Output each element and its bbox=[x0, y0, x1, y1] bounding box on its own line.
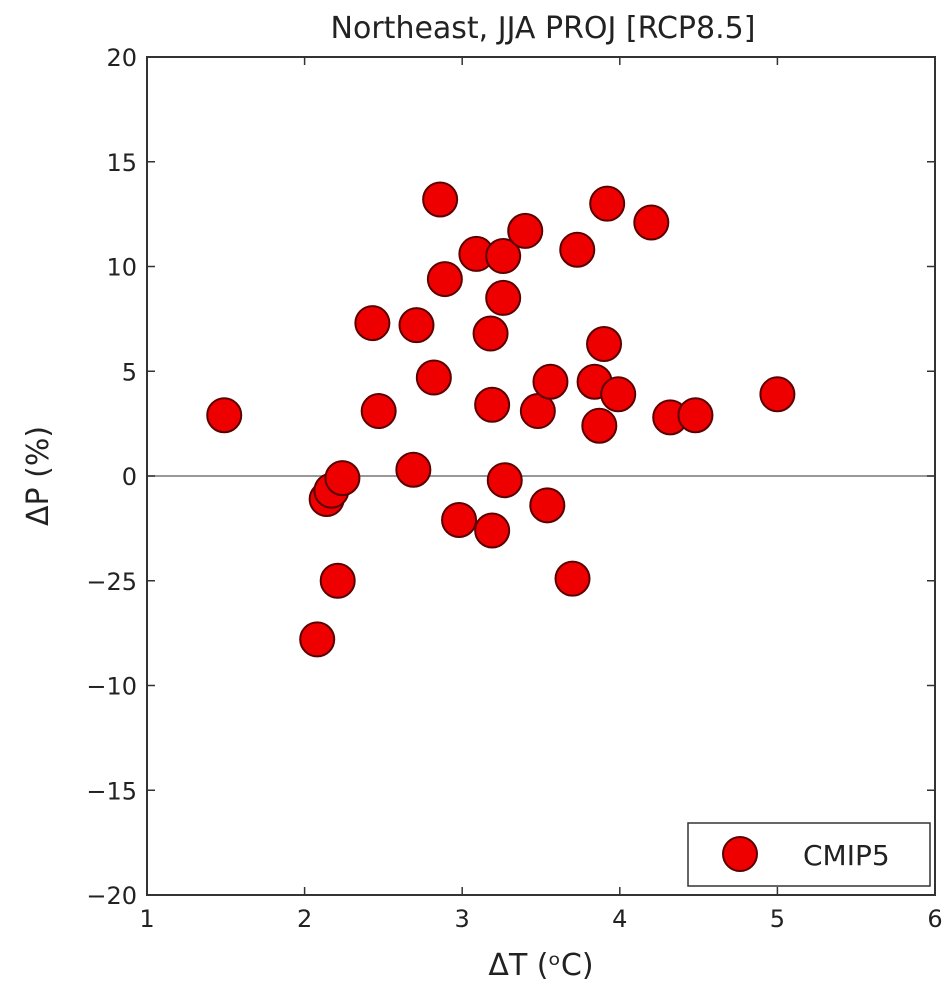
data-point bbox=[423, 182, 457, 216]
data-point bbox=[475, 388, 509, 422]
data-point bbox=[634, 206, 668, 240]
data-point bbox=[760, 377, 794, 411]
y-tick-label: 0 bbox=[122, 463, 137, 491]
x-axis-label: ΔT (ᵒC) bbox=[488, 948, 593, 983]
y-tick-label: −15 bbox=[86, 777, 137, 805]
data-point bbox=[678, 398, 712, 432]
data-point bbox=[486, 281, 520, 315]
data-point bbox=[325, 461, 359, 495]
legend: CMIP5 bbox=[688, 823, 930, 886]
y-tick-label: 10 bbox=[106, 254, 137, 282]
data-point bbox=[207, 398, 241, 432]
data-point bbox=[508, 214, 542, 248]
data-point bbox=[417, 361, 451, 395]
data-point bbox=[396, 453, 430, 487]
x-tick-label: 1 bbox=[139, 905, 154, 933]
y-tick-label: 15 bbox=[106, 149, 137, 177]
x-tick-label: 2 bbox=[297, 905, 312, 933]
data-point bbox=[560, 233, 594, 267]
data-point bbox=[355, 306, 389, 340]
data-point bbox=[399, 308, 433, 342]
data-point bbox=[428, 262, 462, 296]
data-point bbox=[321, 564, 355, 598]
legend-marker bbox=[723, 837, 757, 871]
data-point bbox=[362, 394, 396, 428]
legend-label: CMIP5 bbox=[803, 839, 890, 872]
y-tick-label: −20 bbox=[86, 882, 137, 910]
x-tick-label: 5 bbox=[770, 905, 785, 933]
y-axis-label: ΔP (%) bbox=[21, 426, 56, 526]
y-tick-label: 20 bbox=[106, 44, 137, 72]
data-point bbox=[601, 377, 635, 411]
data-point bbox=[587, 327, 621, 361]
y-tick-label: −10 bbox=[86, 673, 137, 701]
data-point bbox=[474, 317, 508, 351]
x-tick-label: 6 bbox=[927, 905, 942, 933]
y-tick-label: −25 bbox=[86, 568, 137, 596]
data-point bbox=[590, 187, 624, 221]
y-tick-label: 5 bbox=[122, 358, 137, 386]
x-tick-label: 3 bbox=[455, 905, 470, 933]
x-tick-label: 4 bbox=[612, 905, 627, 933]
data-point bbox=[533, 365, 567, 399]
data-point bbox=[556, 562, 590, 596]
data-point bbox=[300, 622, 334, 656]
data-point bbox=[582, 409, 616, 443]
data-point bbox=[530, 488, 564, 522]
chart-title: Northeast, JJA PROJ [RCP8.5] bbox=[331, 11, 756, 46]
data-point bbox=[475, 513, 509, 547]
data-point bbox=[488, 463, 522, 497]
data-point bbox=[442, 503, 476, 537]
